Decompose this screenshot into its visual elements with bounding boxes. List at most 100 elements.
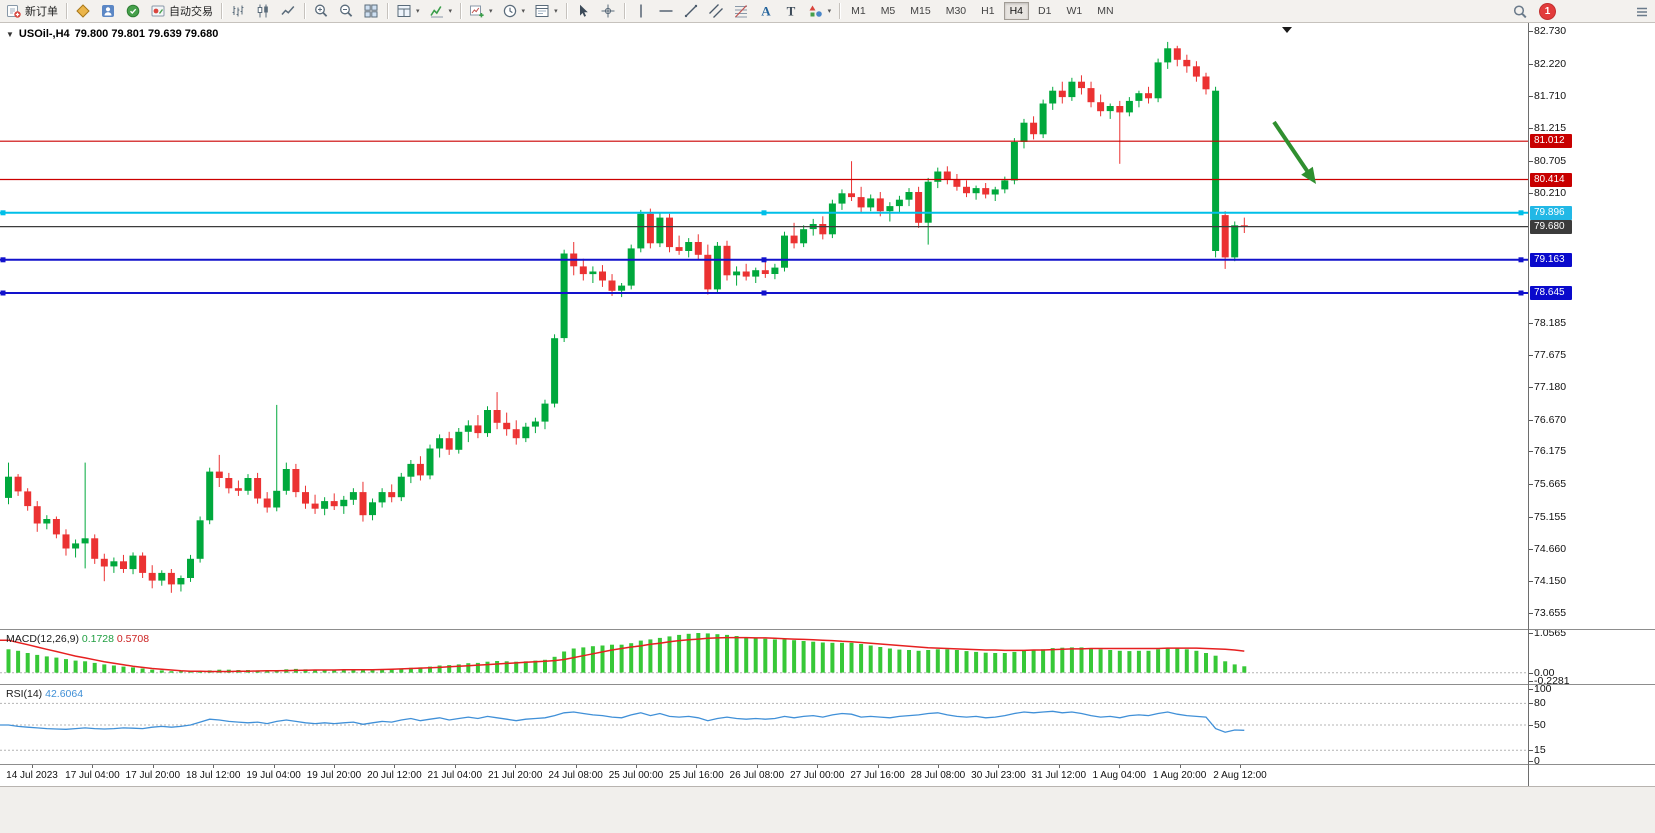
horizontal-line-button[interactable] bbox=[654, 1, 678, 21]
timeframe-d1[interactable]: D1 bbox=[1038, 5, 1052, 17]
zoom-out-button[interactable] bbox=[334, 1, 358, 21]
toolbar-divider bbox=[221, 3, 222, 19]
scroll-end-marker[interactable] bbox=[1282, 27, 1292, 33]
price-axis-label: 82.730 bbox=[1534, 25, 1567, 37]
price-axis[interactable]: 82.730 82.220 81.710 81.215 80.705 80.210 78.1… bbox=[1529, 23, 1655, 767]
charts-grid-button[interactable]: ▾ bbox=[392, 1, 424, 21]
support-resistance-lines[interactable] bbox=[0, 140, 1528, 296]
axis-tick bbox=[1529, 516, 1533, 518]
main-chart-pane[interactable]: ▼ USOil-,H4 79.800 79.801 79.639 79.680 bbox=[0, 23, 1528, 629]
axis-tick bbox=[1529, 322, 1533, 324]
time-axis-tick bbox=[1119, 765, 1121, 768]
macd-indicator-pane[interactable]: MACD(12,26,9) 0.1728 0.5708 bbox=[0, 630, 1528, 684]
window-edge bbox=[0, 786, 1655, 787]
time-axis-tick bbox=[454, 765, 456, 768]
timeframe-w1[interactable]: W1 bbox=[1066, 5, 1083, 17]
price-tag: 80.414 bbox=[1530, 172, 1572, 187]
timeframe-mn[interactable]: MN bbox=[1097, 5, 1114, 17]
timeframe-m5[interactable]: M5 bbox=[880, 5, 896, 17]
tile-windows-button[interactable] bbox=[359, 1, 383, 21]
axis-tick bbox=[1529, 725, 1533, 726]
crosshair-button[interactable] bbox=[596, 1, 620, 21]
auto-trading-button-label: 自动交易 bbox=[169, 6, 213, 18]
timeframe-h4[interactable]: H4 bbox=[1003, 2, 1030, 20]
toolbar-divider bbox=[565, 3, 567, 19]
price-axis-label: 76.670 bbox=[1534, 413, 1567, 426]
price-axis-border bbox=[1528, 23, 1529, 786]
time-axis-tick bbox=[152, 765, 154, 768]
arrows-button[interactable]: ▾ bbox=[804, 1, 836, 21]
trendline-button[interactable] bbox=[679, 1, 703, 21]
axis-tick bbox=[1529, 192, 1533, 194]
price-axis-label: 74.150 bbox=[1534, 575, 1567, 588]
text-label-button[interactable]: T bbox=[779, 1, 803, 21]
new-order-button[interactable]: 新订单 bbox=[2, 1, 62, 21]
timeframe-m15[interactable]: M15 bbox=[910, 5, 931, 17]
time-axis-label: 1 Aug 20:00 bbox=[1152, 770, 1207, 781]
text-button[interactable]: A bbox=[754, 1, 778, 21]
pane-splitter[interactable] bbox=[0, 764, 1655, 765]
indicators-icon bbox=[429, 3, 445, 19]
ohlc-values: 79.800 79.801 79.639 79.680 bbox=[74, 28, 219, 40]
strategy-tester-button[interactable] bbox=[121, 1, 145, 21]
sell-arrow-annotation[interactable] bbox=[1272, 120, 1316, 184]
timeframe-m30[interactable]: M30 bbox=[945, 5, 967, 17]
timeframe-m1[interactable]: M1 bbox=[851, 5, 866, 17]
bid-price-tag: 79.680 bbox=[1530, 219, 1572, 234]
line-chart-button[interactable] bbox=[276, 1, 300, 21]
market-watch-button[interactable] bbox=[96, 1, 120, 21]
time-axis-label: 19 Jul 04:00 bbox=[246, 770, 301, 781]
time-axis-label: 27 Jul 16:00 bbox=[850, 770, 905, 781]
periods-button[interactable]: ▾ bbox=[498, 1, 530, 21]
time-axis-label: 17 Jul 20:00 bbox=[125, 770, 181, 781]
equidistant-channel-button[interactable] bbox=[704, 1, 728, 21]
candlestick-chart-button[interactable] bbox=[251, 1, 275, 21]
price-axis-label: 75.665 bbox=[1534, 478, 1567, 491]
time-axis-tick bbox=[636, 765, 637, 768]
symbols-button[interactable] bbox=[71, 1, 95, 21]
timeframe-h1[interactable]: H1 bbox=[981, 5, 995, 17]
time-axis[interactable]: 14 Jul 2023 17 Jul 04:00 17 Jul 20:00 18 Ju… bbox=[0, 765, 1655, 786]
new-order-button-label: 新订单 bbox=[25, 6, 58, 18]
time-axis-tick bbox=[817, 765, 819, 768]
toolbar-divider bbox=[839, 3, 841, 19]
chevron-down-icon: ▾ bbox=[489, 8, 493, 15]
time-axis-label: 28 Jul 08:00 bbox=[910, 770, 966, 781]
chevron-down-icon: ▾ bbox=[448, 8, 453, 15]
macd-chart-canvas[interactable] bbox=[0, 630, 1528, 684]
time-axis-label: 24 Jul 08:00 bbox=[548, 770, 603, 781]
bar-chart-button[interactable] bbox=[226, 1, 250, 21]
time-axis-tick bbox=[394, 765, 396, 768]
pane-splitter[interactable] bbox=[0, 629, 1655, 630]
time-axis-tick bbox=[1058, 765, 1060, 768]
fibonacci-button[interactable] bbox=[729, 1, 753, 21]
search-button[interactable] bbox=[1508, 2, 1532, 22]
price-axis-label: 76.175 bbox=[1534, 445, 1567, 458]
overflow-icon bbox=[1634, 4, 1650, 20]
rsi-indicator-pane[interactable]: RSI(14) 42.6064 bbox=[0, 685, 1528, 764]
zoom-in-button[interactable] bbox=[309, 1, 333, 21]
vertical-line-button[interactable] bbox=[629, 1, 653, 21]
price-tag: 79.896 bbox=[1530, 205, 1572, 220]
axis-tick bbox=[1529, 355, 1533, 357]
overflow-button[interactable] bbox=[1630, 2, 1654, 22]
axis-tick bbox=[1529, 689, 1533, 690]
candlestick-chart-canvas[interactable] bbox=[0, 23, 1528, 629]
notification-badge[interactable]: 1 bbox=[1540, 4, 1555, 19]
indicators-button[interactable]: ▾ bbox=[425, 1, 457, 21]
price-tag: 81.012 bbox=[1530, 134, 1572, 149]
time-axis-label: 30 Jul 23:00 bbox=[971, 770, 1026, 781]
layout-icon bbox=[396, 3, 412, 19]
time-axis-label: 19 Jul 20:00 bbox=[306, 770, 362, 781]
auto-trading-button[interactable]: 自动交易 bbox=[146, 1, 217, 21]
templates-button[interactable]: ▾ bbox=[530, 1, 562, 21]
chevron-down-icon[interactable]: ▼ bbox=[6, 29, 14, 39]
rsi-axis-label: 100 bbox=[1534, 683, 1552, 695]
rsi-axis-label: 15 bbox=[1534, 744, 1546, 757]
horizontal-line-icon bbox=[658, 3, 674, 19]
new-chart-button[interactable]: ▾ bbox=[465, 1, 497, 21]
rsi-chart-canvas[interactable] bbox=[0, 685, 1528, 764]
cursor-button[interactable] bbox=[571, 1, 595, 21]
rsi-line bbox=[0, 710, 1245, 733]
pane-splitter[interactable] bbox=[0, 684, 1655, 685]
